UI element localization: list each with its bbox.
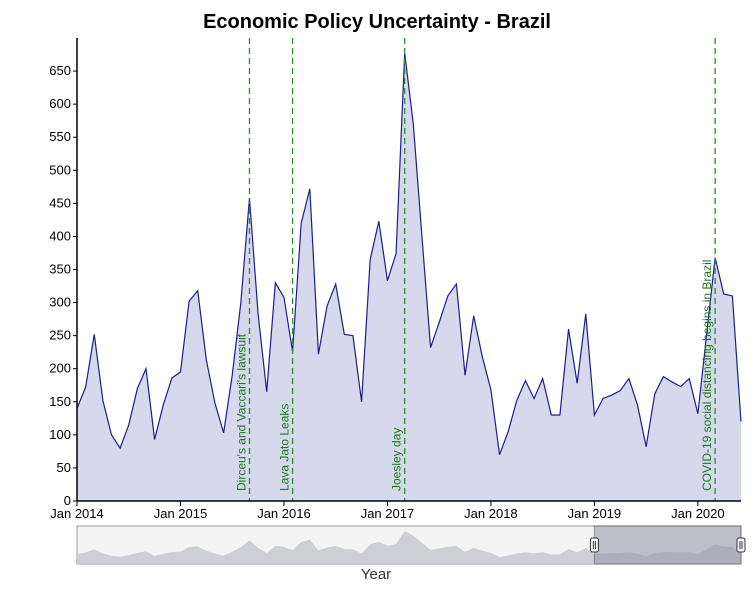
y-tick-label: 200: [49, 361, 71, 376]
x-axis-label: Year: [361, 566, 391, 583]
series-area: [77, 53, 741, 502]
x-tick-label: Jan 2015: [154, 506, 208, 521]
handle-grip[interactable]: [736, 537, 746, 553]
x-tick-label: Jan 2017: [361, 506, 415, 521]
annotation-label: Dirceu's and Vaccari's lawsuit: [234, 333, 248, 491]
y-tick-label: 250: [49, 328, 71, 343]
handle-grip[interactable]: [589, 537, 599, 553]
x-tick-label: Jan 2020: [671, 506, 725, 521]
x-tick-label: Jan 2016: [257, 506, 311, 521]
chart-title: Economic Policy Uncertainty - Brazil: [203, 11, 551, 33]
x-tick-label: Jan 2018: [464, 506, 518, 521]
annotation-label: Lava Jato Leaks: [278, 404, 292, 491]
y-tick-label: 0: [64, 493, 71, 508]
y-tick-label: 450: [49, 195, 71, 210]
y-tick-label: 350: [49, 262, 71, 277]
range-navigator[interactable]: [76, 525, 746, 565]
y-tick-label: 550: [49, 129, 71, 144]
navigator-handle-right[interactable]: [736, 537, 746, 553]
navigator-selected-range[interactable]: [593, 525, 742, 565]
y-tick-label: 100: [49, 427, 71, 442]
annotation-label: Joesley day: [390, 428, 404, 491]
x-tick-label: Jan 2019: [568, 506, 622, 521]
y-tick-label: 150: [49, 394, 71, 409]
navigator-handle-left[interactable]: [589, 537, 599, 553]
y-tick-label: 300: [49, 295, 71, 310]
plot-area: Dirceu's and Vaccari's lawsuit Lava Jato …: [49, 38, 742, 521]
y-tick-label: 500: [49, 162, 71, 177]
series-line: [76, 53, 742, 455]
y-tick-label: 50: [57, 460, 71, 475]
navigator-area: [77, 530, 741, 564]
x-tick-label: Jan 2014: [50, 506, 104, 521]
annotation-label: COVID-19 social distancing begins in Bra…: [700, 260, 714, 491]
y-tick-label: 600: [49, 96, 71, 111]
y-tick-label: 400: [49, 228, 71, 243]
y-tick-label: 650: [49, 63, 71, 78]
